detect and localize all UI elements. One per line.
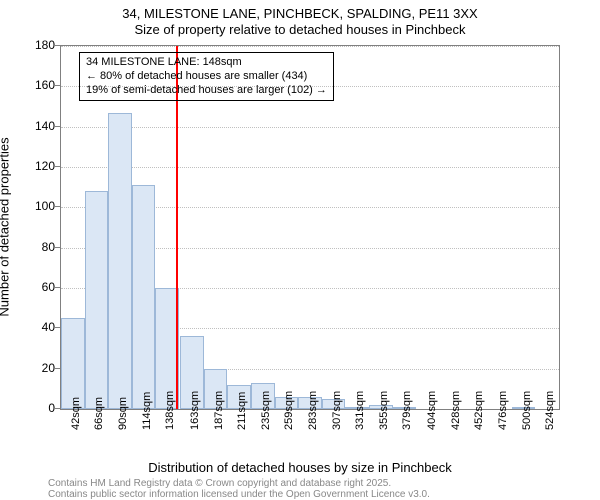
plot-area: 34 MILESTONE LANE: 148sqm← 80% of detach… (60, 45, 560, 410)
x-tick-label: 211sqm (236, 422, 248, 430)
x-tick-label: 235sqm (260, 422, 272, 430)
x-axis-label: Distribution of detached houses by size … (0, 460, 600, 475)
x-tick-label: 379sqm (401, 422, 413, 430)
y-tick-mark (55, 287, 60, 288)
x-tick-label: 163sqm (189, 422, 201, 430)
y-tick-label: 100 (5, 199, 55, 213)
y-tick-label: 0 (5, 401, 55, 415)
y-tick-mark (55, 206, 60, 207)
chart-container: 34, MILESTONE LANE, PINCHBECK, SPALDING,… (0, 0, 600, 500)
y-tick-mark (55, 408, 60, 409)
x-tick-label: 355sqm (378, 422, 390, 430)
annotation-line: ← 80% of detached houses are smaller (43… (86, 70, 327, 84)
x-tick-label: 66sqm (93, 422, 105, 430)
x-tick-label: 90sqm (117, 422, 129, 430)
x-tick-label: 307sqm (331, 422, 343, 430)
y-tick-mark (55, 85, 60, 86)
y-tick-label: 160 (5, 78, 55, 92)
gridline (61, 46, 559, 47)
y-tick-mark (55, 368, 60, 369)
y-tick-label: 180 (5, 38, 55, 52)
footer-line-1: Contains HM Land Registry data © Crown c… (48, 478, 391, 489)
x-tick-label: 259sqm (283, 422, 295, 430)
annotation-line: 34 MILESTONE LANE: 148sqm (86, 56, 327, 70)
y-tick-mark (55, 126, 60, 127)
x-tick-label: 42sqm (70, 422, 82, 430)
title-line-2: Size of property relative to detached ho… (0, 22, 600, 37)
title-line-1: 34, MILESTONE LANE, PINCHBECK, SPALDING,… (0, 6, 600, 21)
y-tick-label: 60 (5, 280, 55, 294)
histogram-bar (61, 318, 85, 409)
y-tick-label: 120 (5, 159, 55, 173)
x-tick-label: 138sqm (164, 422, 176, 430)
histogram-bar (132, 185, 156, 409)
x-tick-label: 428sqm (450, 422, 462, 430)
y-tick-label: 140 (5, 119, 55, 133)
gridline (61, 167, 559, 168)
x-tick-label: 331sqm (354, 422, 366, 430)
x-tick-label: 283sqm (307, 422, 319, 430)
x-tick-label: 476sqm (497, 422, 509, 430)
histogram-bar (108, 113, 132, 409)
y-tick-mark (55, 166, 60, 167)
y-tick-label: 20 (5, 361, 55, 375)
footer-line-2: Contains public sector information licen… (48, 489, 430, 500)
x-tick-label: 500sqm (521, 422, 533, 430)
annotation-line: 19% of semi-detached houses are larger (… (86, 84, 327, 98)
x-tick-label: 187sqm (213, 422, 225, 430)
histogram-bar (85, 191, 109, 409)
x-tick-label: 452sqm (473, 422, 485, 430)
annotation-box: 34 MILESTONE LANE: 148sqm← 80% of detach… (79, 52, 334, 101)
y-tick-mark (55, 327, 60, 328)
x-tick-label: 524sqm (544, 422, 556, 430)
y-tick-label: 40 (5, 320, 55, 334)
gridline (61, 127, 559, 128)
y-tick-mark (55, 45, 60, 46)
x-tick-label: 114sqm (141, 422, 153, 430)
x-tick-label: 404sqm (426, 422, 438, 430)
y-tick-mark (55, 247, 60, 248)
y-tick-label: 80 (5, 240, 55, 254)
